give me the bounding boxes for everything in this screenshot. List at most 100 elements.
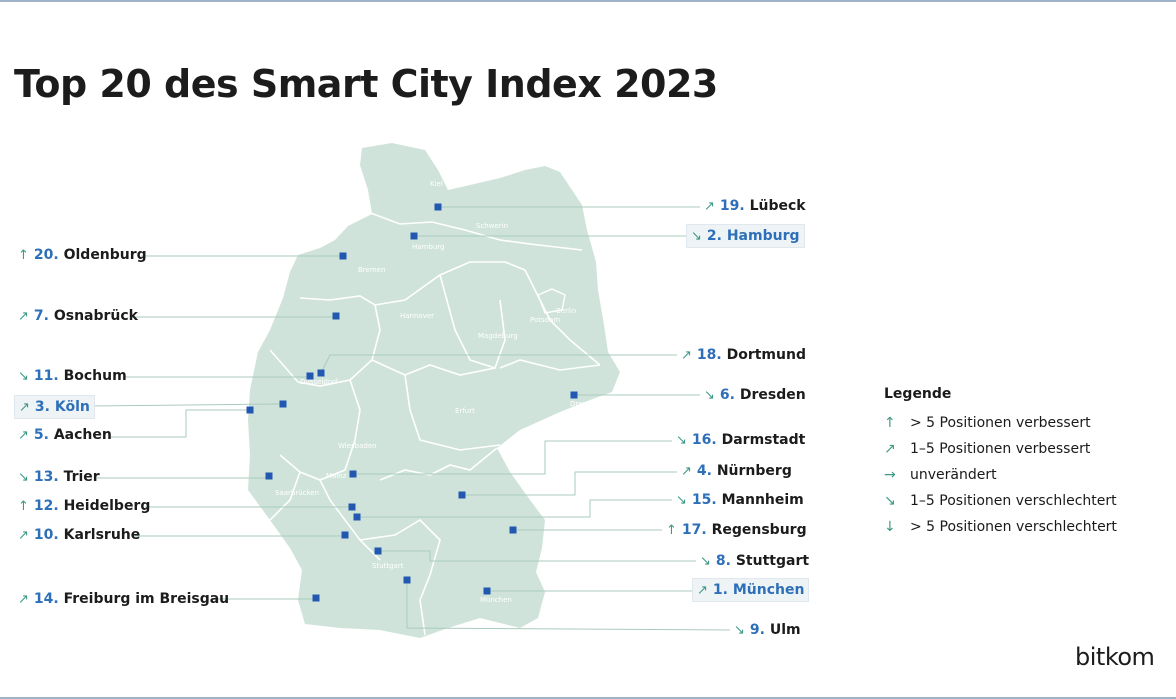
- city-name: Mannheim: [721, 492, 804, 508]
- city-rank: 4.: [696, 463, 717, 479]
- legend-item: ↓ > 5 Positionen verschlechtert: [884, 514, 1117, 540]
- city-label: ↑ 20. Oldenburg: [14, 244, 151, 266]
- arrow-up-icon: ↑: [884, 415, 896, 431]
- trend-arrow-icon: ↘: [676, 493, 687, 508]
- leader-line: [406, 580, 731, 631]
- map-place-label: Dresden: [570, 400, 599, 408]
- page-title: Top 20 des Smart City Index 2023: [14, 62, 718, 106]
- arrow-up-right-icon: ↗: [884, 441, 896, 457]
- arrow-right-icon: →: [884, 467, 896, 483]
- map-place-label: Mainz: [326, 472, 347, 480]
- state-border: [359, 518, 441, 636]
- legend-item: → unverändert: [884, 462, 1117, 488]
- legend-text: > 5 Positionen verschlechtert: [910, 519, 1117, 535]
- trend-arrow-icon: ↗: [18, 592, 29, 607]
- map-place-label: Stuttgart: [372, 562, 404, 570]
- top-border: [0, 0, 1176, 2]
- city-name: Osnabrück: [53, 308, 138, 324]
- city-name: Köln: [54, 399, 90, 415]
- trend-arrow-icon: ↘: [18, 470, 29, 485]
- trend-arrow-icon: ↘: [18, 369, 29, 384]
- city-label: ↘ 8. Stuttgart: [696, 550, 813, 572]
- city-label: ↗ 10. Karlsruhe: [14, 524, 144, 546]
- city-name: Hamburg: [726, 228, 800, 244]
- leader-line: [353, 440, 672, 475]
- city-marker: [410, 232, 418, 240]
- arrow-down-right-icon: ↘: [884, 493, 896, 509]
- city-marker: [279, 400, 287, 408]
- state-border: [379, 447, 498, 481]
- city-label: ↑ 17. Regensburg: [662, 519, 811, 541]
- map-place-label: Kiel: [430, 180, 443, 188]
- map-place-label: Wiesbaden: [338, 442, 377, 450]
- city-marker: [348, 503, 356, 511]
- city-marker: [265, 472, 273, 480]
- city-label: ↗ 3. Köln: [14, 395, 95, 419]
- berlin-border: [537, 288, 566, 314]
- city-label: ↘ 9. Ulm: [730, 619, 805, 641]
- leader-line: [110, 409, 250, 438]
- city-name: Ulm: [769, 622, 801, 638]
- trend-arrow-icon: ↑: [666, 523, 677, 538]
- city-label: ↘ 13. Trier: [14, 466, 104, 488]
- city-name: Lübeck: [749, 198, 806, 214]
- city-label: ↗ 4. Nürnberg: [677, 460, 796, 482]
- map-place-label: Düsseldorf: [300, 378, 338, 386]
- city-label: ↗ 5. Aachen: [14, 424, 116, 446]
- city-rank: 9.: [749, 622, 770, 638]
- city-name: Heidelberg: [63, 498, 151, 514]
- city-label: ↘ 15. Mannheim: [672, 489, 808, 511]
- city-rank: 5.: [33, 427, 54, 443]
- legend-text: > 5 Positionen verbessert: [910, 415, 1091, 431]
- city-label: ↘ 6. Dresden: [700, 384, 810, 406]
- map-place-label: Schwerin: [476, 222, 508, 230]
- city-rank: 12.: [33, 498, 64, 514]
- state-border: [404, 374, 501, 451]
- city-rank: 8.: [715, 553, 736, 569]
- trend-arrow-icon: ↗: [704, 199, 715, 214]
- city-rank: 2.: [706, 228, 727, 244]
- trend-arrow-icon: ↗: [18, 428, 29, 443]
- city-marker: [349, 470, 357, 478]
- city-label: ↗ 1. München: [692, 578, 810, 602]
- map-place-label: Magdeburg: [478, 332, 518, 340]
- city-marker: [434, 203, 442, 211]
- leader-line: [357, 499, 672, 518]
- city-rank: 10.: [33, 527, 64, 543]
- city-name: Darmstadt: [721, 432, 806, 448]
- trend-arrow-icon: ↘: [700, 554, 711, 569]
- arrow-down-icon: ↓: [884, 519, 896, 535]
- city-label: ↑ 12. Heidelberg: [14, 495, 154, 517]
- city-name: Stuttgart: [735, 553, 810, 569]
- leader-line: [462, 471, 677, 496]
- map-place-label: Bremen: [358, 266, 385, 274]
- state-border: [439, 274, 506, 369]
- city-rank: 1.: [712, 582, 733, 598]
- city-label: ↘ 16. Darmstadt: [672, 429, 809, 451]
- map-place-label: Saarbrücken: [275, 489, 319, 497]
- legend-item: ↘ 1–5 Positionen verschlechtert: [884, 488, 1117, 514]
- bitkom-logo: bitkom: [1075, 643, 1155, 671]
- leader-line: [378, 550, 696, 562]
- city-name: Nürnberg: [716, 463, 792, 479]
- city-rank: 14.: [33, 591, 64, 607]
- city-rank: 15.: [691, 492, 722, 508]
- state-border: [371, 359, 496, 376]
- bottom-border: [0, 697, 1176, 699]
- trend-arrow-icon: ↘: [704, 388, 715, 403]
- state-border: [367, 211, 583, 251]
- state-border: [374, 261, 526, 306]
- state-border: [524, 269, 601, 366]
- city-name: Oldenburg: [63, 247, 147, 263]
- city-marker: [339, 252, 347, 260]
- leader-line: [320, 354, 677, 374]
- city-marker: [403, 576, 411, 584]
- city-name: Aachen: [53, 427, 112, 443]
- city-marker: [458, 491, 466, 499]
- trend-arrow-icon: ↗: [697, 583, 708, 598]
- city-marker: [570, 391, 578, 399]
- legend-title: Legende: [884, 386, 952, 402]
- city-marker: [312, 594, 320, 602]
- map-place-label: Hamburg: [412, 243, 444, 251]
